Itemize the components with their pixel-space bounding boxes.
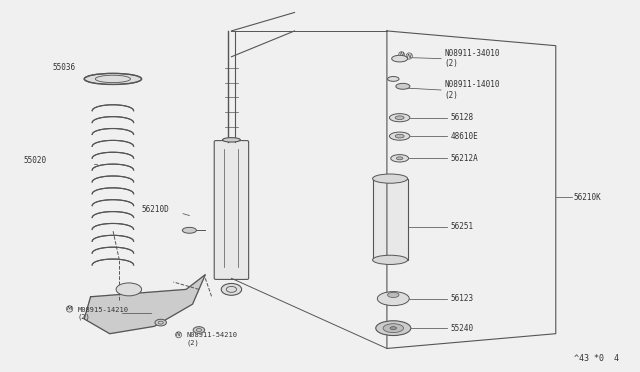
Text: 56123: 56123 [451,294,474,303]
Text: 48610E: 48610E [451,132,478,141]
Bar [372,179,408,260]
Ellipse shape [396,157,403,160]
Text: 56210D: 56210D [141,205,170,215]
FancyBboxPatch shape [214,141,248,279]
Text: N08911-54210
(2): N08911-54210 (2) [186,333,237,346]
Ellipse shape [376,321,411,336]
Ellipse shape [116,283,141,296]
Text: N: N [399,52,404,57]
Ellipse shape [390,327,396,330]
Ellipse shape [392,55,408,62]
Text: N: N [407,54,412,58]
Ellipse shape [390,132,410,140]
Ellipse shape [396,83,410,89]
Ellipse shape [395,116,404,119]
Text: N: N [176,332,181,337]
Ellipse shape [395,134,404,138]
Polygon shape [84,275,205,334]
Ellipse shape [390,113,410,122]
Text: 56212A: 56212A [451,154,478,163]
Text: 55240: 55240 [451,324,474,333]
Text: M: M [67,307,72,311]
Text: 56251: 56251 [451,222,474,231]
Text: M08915-14210
(2): M08915-14210 (2) [78,307,129,320]
Ellipse shape [388,292,399,298]
Text: ^43 *0  4: ^43 *0 4 [575,354,620,363]
Ellipse shape [221,283,242,295]
Ellipse shape [223,138,241,142]
Ellipse shape [84,73,141,84]
Text: N08911-34010
(2): N08911-34010 (2) [444,49,500,68]
Text: 56210K: 56210K [573,193,602,202]
Ellipse shape [388,77,399,81]
Ellipse shape [372,255,408,264]
Ellipse shape [193,327,205,333]
Ellipse shape [391,155,408,162]
Ellipse shape [155,319,166,326]
Text: N08911-14010
(2): N08911-14010 (2) [444,80,500,100]
Text: 55020: 55020 [24,155,47,165]
Text: 56128: 56128 [451,113,474,122]
Ellipse shape [182,227,196,233]
Ellipse shape [372,174,408,183]
Ellipse shape [378,292,409,306]
Text: 55036: 55036 [52,63,76,72]
Ellipse shape [383,324,403,333]
